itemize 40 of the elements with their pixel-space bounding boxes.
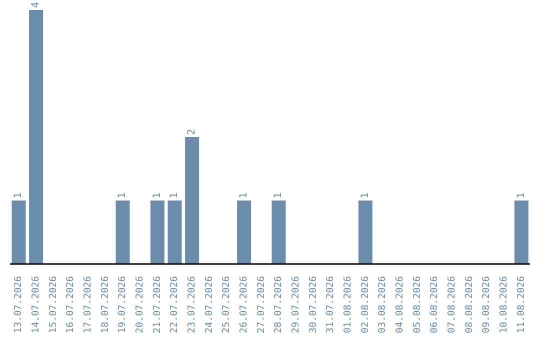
x-tick-label: 02.08.2026: [360, 276, 371, 334]
x-tick-label: 08.08.2026: [464, 276, 475, 334]
x-tick-label: 15.07.2026: [48, 276, 59, 334]
data-label: 1: [360, 192, 371, 198]
x-tick-label: 13.07.2026: [13, 276, 24, 334]
data-label: 1: [273, 192, 284, 198]
x-tick-label: 19.07.2026: [117, 276, 128, 334]
x-tick-label: 04.08.2026: [394, 276, 406, 334]
x-tick-label: 16.07.2026: [65, 276, 76, 334]
data-label: 1: [238, 192, 250, 198]
x-tick-label: 09.08.2026: [481, 276, 492, 334]
data-label: 1: [169, 192, 180, 198]
x-tick-label: 23.07.2026: [186, 276, 198, 334]
data-label: 1: [516, 192, 527, 198]
x-tick-label: 28.07.2026: [273, 276, 284, 334]
x-tick-label: 29.07.2026: [290, 276, 302, 334]
data-label: 1: [13, 192, 24, 198]
data-label: 1: [117, 192, 128, 198]
data-label: 1: [152, 192, 163, 198]
x-tick-label: 10.08.2026: [498, 276, 510, 334]
x-tick-label: 27.07.2026: [256, 276, 267, 334]
x-tick-label: 22.07.2026: [169, 276, 180, 334]
x-tick-label: 07.08.2026: [446, 276, 458, 334]
x-tick-label: 21.07.2026: [152, 276, 163, 334]
x-tick-label: 20.07.2026: [134, 276, 146, 334]
x-tick-label: 05.08.2026: [412, 276, 423, 334]
x-tick-label: 03.08.2026: [377, 276, 388, 334]
data-label: 2: [186, 128, 198, 135]
x-tick-label: 26.07.2026: [238, 276, 250, 334]
x-tick-label: 31.07.2026: [325, 276, 336, 334]
x-tick-label: 06.08.2026: [429, 276, 440, 334]
x-tick-label: 30.07.2026: [308, 276, 319, 334]
x-tick-label: 24.07.2026: [204, 276, 215, 334]
x-tick-label: 11.08.2026: [516, 276, 527, 334]
x-tick-label: 14.07.2026: [30, 276, 42, 334]
data-label: 4: [30, 2, 42, 8]
x-tick-label: 25.07.2026: [221, 276, 232, 334]
x-tick-label: 17.07.2026: [82, 276, 94, 334]
x-tick-label: 01.08.2026: [342, 276, 354, 334]
x-tick-label: 18.07.2026: [100, 276, 111, 334]
